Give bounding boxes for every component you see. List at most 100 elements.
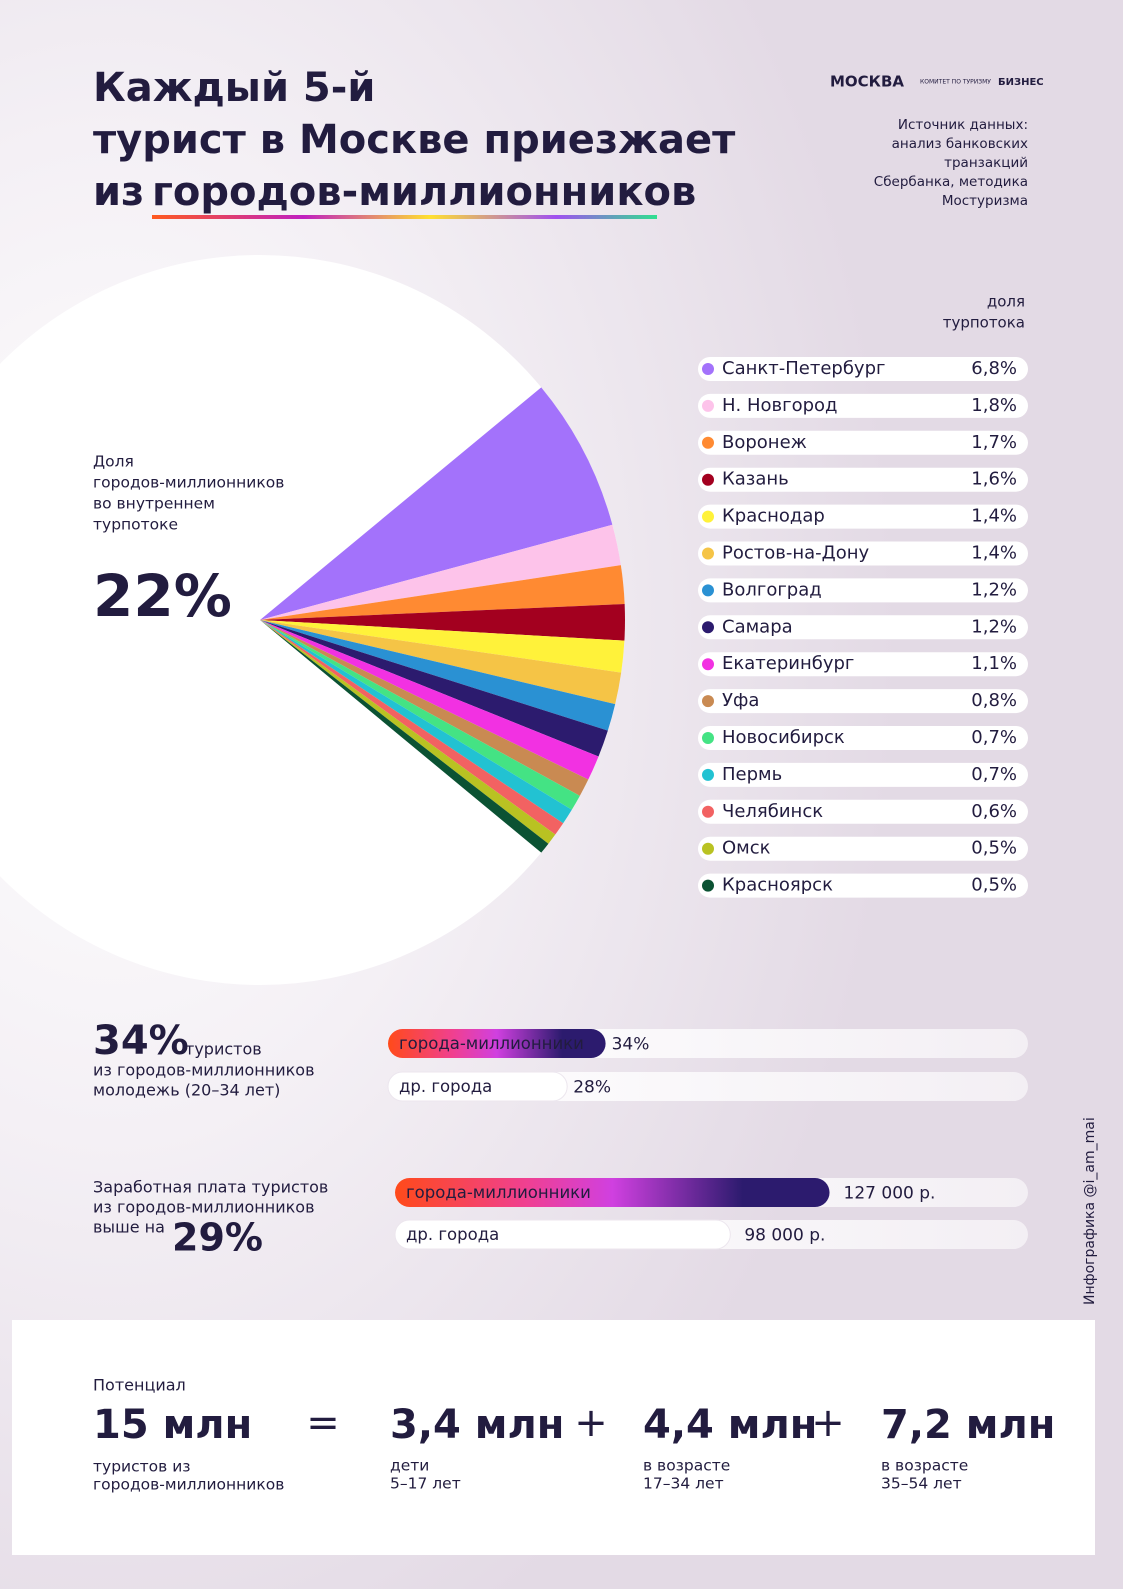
legend-label: Уфа xyxy=(722,690,759,711)
legend-row xyxy=(698,357,1028,381)
legend-label: Омск xyxy=(722,838,771,859)
pie-total: 22% xyxy=(93,562,232,630)
operator: + xyxy=(574,1400,608,1446)
potential-panel xyxy=(12,1320,1095,1555)
credit: Инфографика @i_am_mai xyxy=(1082,1117,1098,1305)
legend-label: Санкт-Петербург xyxy=(722,358,885,379)
pie-slice xyxy=(260,620,608,757)
title-line: из xyxy=(93,169,144,215)
legend-value: 0,7% xyxy=(971,727,1017,748)
pie-caption: турпотоке xyxy=(93,516,178,534)
bar-caption: молодежь (20–34 лет) xyxy=(93,1081,280,1100)
pie-caption: Доля xyxy=(93,453,134,471)
title-highlight: городов-миллионников xyxy=(152,169,696,215)
legend-row xyxy=(698,578,1028,603)
legend-row xyxy=(698,726,1028,750)
logo: БИЗНЕС xyxy=(998,77,1044,88)
pie-slice xyxy=(260,620,580,810)
legend-row xyxy=(698,799,1028,824)
pie-slice xyxy=(260,620,556,844)
legend-swatch xyxy=(702,732,714,744)
legend-label: Краснодар xyxy=(722,506,825,527)
legend-label: Красноярск xyxy=(722,875,833,896)
legend-row xyxy=(698,615,1028,640)
potential-caption: городов-миллионников xyxy=(93,1476,284,1494)
source-line: Сбербанка, методика xyxy=(874,174,1028,190)
legend-value: 1,6% xyxy=(971,469,1017,490)
bar-caption: выше на xyxy=(93,1218,165,1237)
legend-swatch xyxy=(702,805,714,818)
pie-slice xyxy=(260,524,621,620)
legend-label: Волгоград xyxy=(722,579,822,600)
legend-row xyxy=(698,504,1028,529)
legend-value: 0,7% xyxy=(971,764,1017,785)
legend-value: 6,8% xyxy=(971,358,1017,379)
bar xyxy=(395,1178,830,1207)
logo: МОСКВА xyxy=(830,73,904,91)
legend-label: Челябинск xyxy=(722,801,823,822)
legend-swatch xyxy=(702,436,714,449)
potential-caption: дети xyxy=(390,1457,429,1475)
pie-slice xyxy=(260,620,616,731)
legend-header: доля xyxy=(987,293,1025,311)
legend-label: Казань xyxy=(722,469,789,490)
legend-value: 1,7% xyxy=(971,432,1017,453)
bar xyxy=(394,1219,731,1250)
bar xyxy=(387,1071,568,1102)
legend-swatch xyxy=(702,510,714,523)
legend-swatch xyxy=(702,363,714,375)
potential-caption: 35–54 лет xyxy=(881,1475,962,1493)
legend-label: Новосибирск xyxy=(722,727,845,748)
legend-swatch xyxy=(702,621,714,634)
potential-caption: 17–34 лет xyxy=(643,1475,724,1493)
legend-row xyxy=(698,836,1028,861)
legend-value: 1,2% xyxy=(971,616,1017,637)
pie-caption: во внутреннем xyxy=(93,495,215,513)
bar-value: 127 000 р. xyxy=(844,1184,936,1204)
pie-slice xyxy=(260,620,589,796)
legend-swatch xyxy=(702,547,714,560)
legend-label: Пермь xyxy=(722,764,782,785)
bar-label: города-миллионники xyxy=(406,1183,591,1202)
pie-slice xyxy=(260,620,572,824)
operator: = xyxy=(306,1400,340,1446)
bar-caption: из городов-миллионников xyxy=(93,1198,315,1217)
potential-caption: в возрасте xyxy=(643,1457,730,1475)
legend-label: Екатеринбург xyxy=(722,653,854,674)
bar-value: 34% xyxy=(612,1035,650,1055)
source-line: анализ банковских xyxy=(892,136,1028,152)
bar-label: города-миллионники xyxy=(399,1034,584,1053)
legend-header: турпотока xyxy=(943,314,1025,332)
legend-label: Н. Новгород xyxy=(722,395,838,416)
legend-swatch xyxy=(702,768,714,781)
pie-slice xyxy=(260,565,625,620)
potential-part: 3,4 млн xyxy=(390,1402,564,1448)
potential-total: 15 млн xyxy=(93,1402,252,1448)
source-line: Источник данных: xyxy=(898,117,1028,133)
operator: + xyxy=(811,1400,845,1446)
legend-value: 0,5% xyxy=(971,875,1017,896)
headline: 29% xyxy=(172,1216,263,1260)
pie-slice xyxy=(260,620,549,853)
title-line: турист в Москве приезжает xyxy=(93,117,736,163)
bar-value: 28% xyxy=(573,1078,611,1098)
legend-swatch xyxy=(702,879,714,892)
bar-value: 98 000 р. xyxy=(744,1226,825,1246)
legend-label: Самара xyxy=(722,616,793,637)
pie-slice xyxy=(260,620,599,780)
bar-caption: Заработная плата туристов xyxy=(93,1178,328,1197)
legend-swatch xyxy=(702,399,714,412)
pie-slice xyxy=(260,620,564,835)
legend-label: Воронеж xyxy=(722,432,807,453)
source-line: транзакций xyxy=(944,155,1028,171)
legend-row xyxy=(698,467,1028,492)
legend-row xyxy=(698,689,1028,714)
legend-row xyxy=(698,652,1028,677)
pie-slice xyxy=(260,387,613,620)
source-line: Мостуризма xyxy=(942,193,1028,209)
logo: КОМИТЕТ ПО ТУРИЗМУ xyxy=(920,79,991,86)
bar-label: др. города xyxy=(399,1077,492,1096)
legend-value: 0,5% xyxy=(971,838,1017,859)
